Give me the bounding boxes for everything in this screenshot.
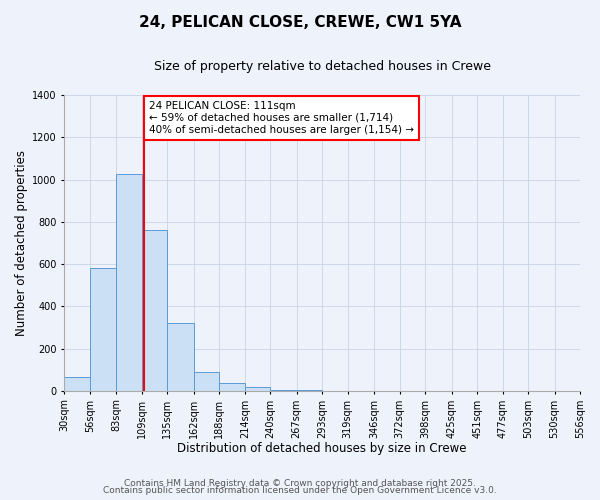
Bar	[167, 323, 194, 391]
Bar	[219, 383, 245, 391]
Y-axis label: Number of detached properties: Number of detached properties	[15, 150, 28, 336]
Text: Contains public sector information licensed under the Open Government Licence v3: Contains public sector information licen…	[103, 486, 497, 495]
Text: 24, PELICAN CLOSE, CREWE, CW1 5YA: 24, PELICAN CLOSE, CREWE, CW1 5YA	[139, 15, 461, 30]
Text: 24 PELICAN CLOSE: 111sqm
← 59% of detached houses are smaller (1,714)
40% of sem: 24 PELICAN CLOSE: 111sqm ← 59% of detach…	[149, 102, 414, 134]
Bar	[64, 377, 90, 391]
Title: Size of property relative to detached houses in Crewe: Size of property relative to detached ho…	[154, 60, 491, 73]
Bar	[116, 174, 142, 391]
Bar	[194, 372, 219, 391]
X-axis label: Distribution of detached houses by size in Crewe: Distribution of detached houses by size …	[178, 442, 467, 455]
Bar	[142, 230, 167, 391]
Text: Contains HM Land Registry data © Crown copyright and database right 2025.: Contains HM Land Registry data © Crown c…	[124, 478, 476, 488]
Bar	[245, 386, 270, 391]
Bar	[90, 268, 116, 391]
Bar	[270, 390, 297, 391]
